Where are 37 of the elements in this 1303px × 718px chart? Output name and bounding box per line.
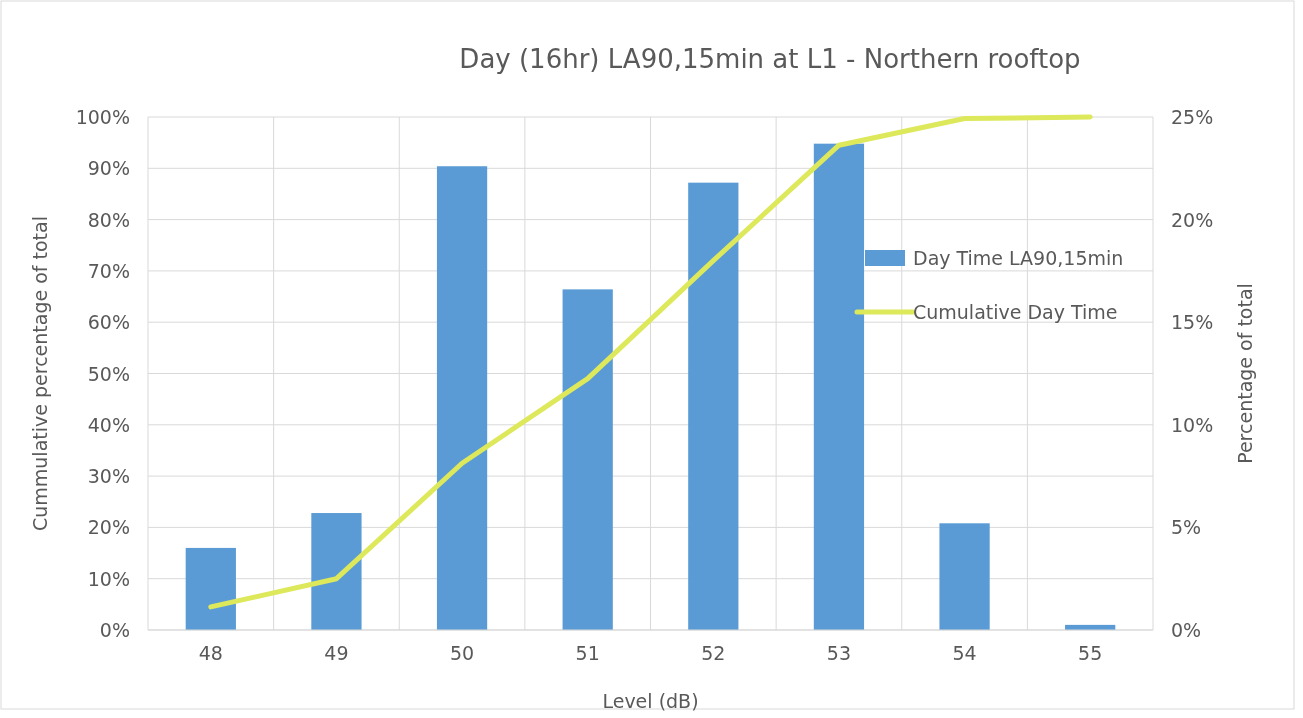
y-tick-label: 60% — [87, 311, 130, 334]
y2-tick-label: 25% — [1171, 106, 1214, 128]
y-tick-label: 70% — [87, 259, 130, 282]
chart-title: Day (16hr) LA90,15min at L1 - Northern rooftop — [459, 44, 1081, 74]
bar — [185, 547, 236, 630]
bar — [562, 289, 613, 630]
x-tick-label: 48 — [198, 642, 223, 664]
y2-tick-label: 5% — [1171, 516, 1202, 539]
legend-label: Cumulative Day Time — [913, 301, 1118, 323]
y-tick-label: 80% — [87, 208, 130, 231]
x-tick-label: 54 — [952, 642, 977, 664]
bar — [436, 166, 488, 630]
y-tick-label: 30% — [87, 465, 130, 488]
y-tick-label: 100% — [75, 106, 130, 128]
y-tick-label: 90% — [87, 157, 130, 180]
bar — [688, 182, 739, 630]
x-tick-label: 55 — [1078, 642, 1103, 664]
y-axis-title: Cummulative percentage of total — [29, 216, 51, 531]
y-tick-label: 0% — [99, 619, 130, 641]
y-tick-label: 40% — [87, 413, 130, 436]
bar — [939, 523, 990, 630]
bar — [311, 513, 362, 630]
y2-tick-label: 15% — [1171, 311, 1214, 334]
x-tick-label: 53 — [826, 642, 852, 664]
x-tick-label: 50 — [449, 642, 475, 664]
x-axis-title: Level (dB) — [602, 690, 699, 712]
legend-label: Day Time LA90,15min — [913, 247, 1124, 269]
x-tick-label: 49 — [324, 642, 349, 664]
x-tick-label: 52 — [701, 642, 726, 664]
y2-tick-label: 20% — [1171, 208, 1214, 231]
x-tick-label: 51 — [575, 642, 600, 664]
y2-axis-title: Percentage of total — [1234, 283, 1256, 464]
y-tick-label: 20% — [87, 516, 130, 539]
y2-tick-label: 0% — [1171, 619, 1202, 641]
y-tick-label: 10% — [87, 567, 130, 590]
y-tick-label: 50% — [87, 362, 130, 385]
y2-tick-label: 10% — [1171, 413, 1214, 436]
